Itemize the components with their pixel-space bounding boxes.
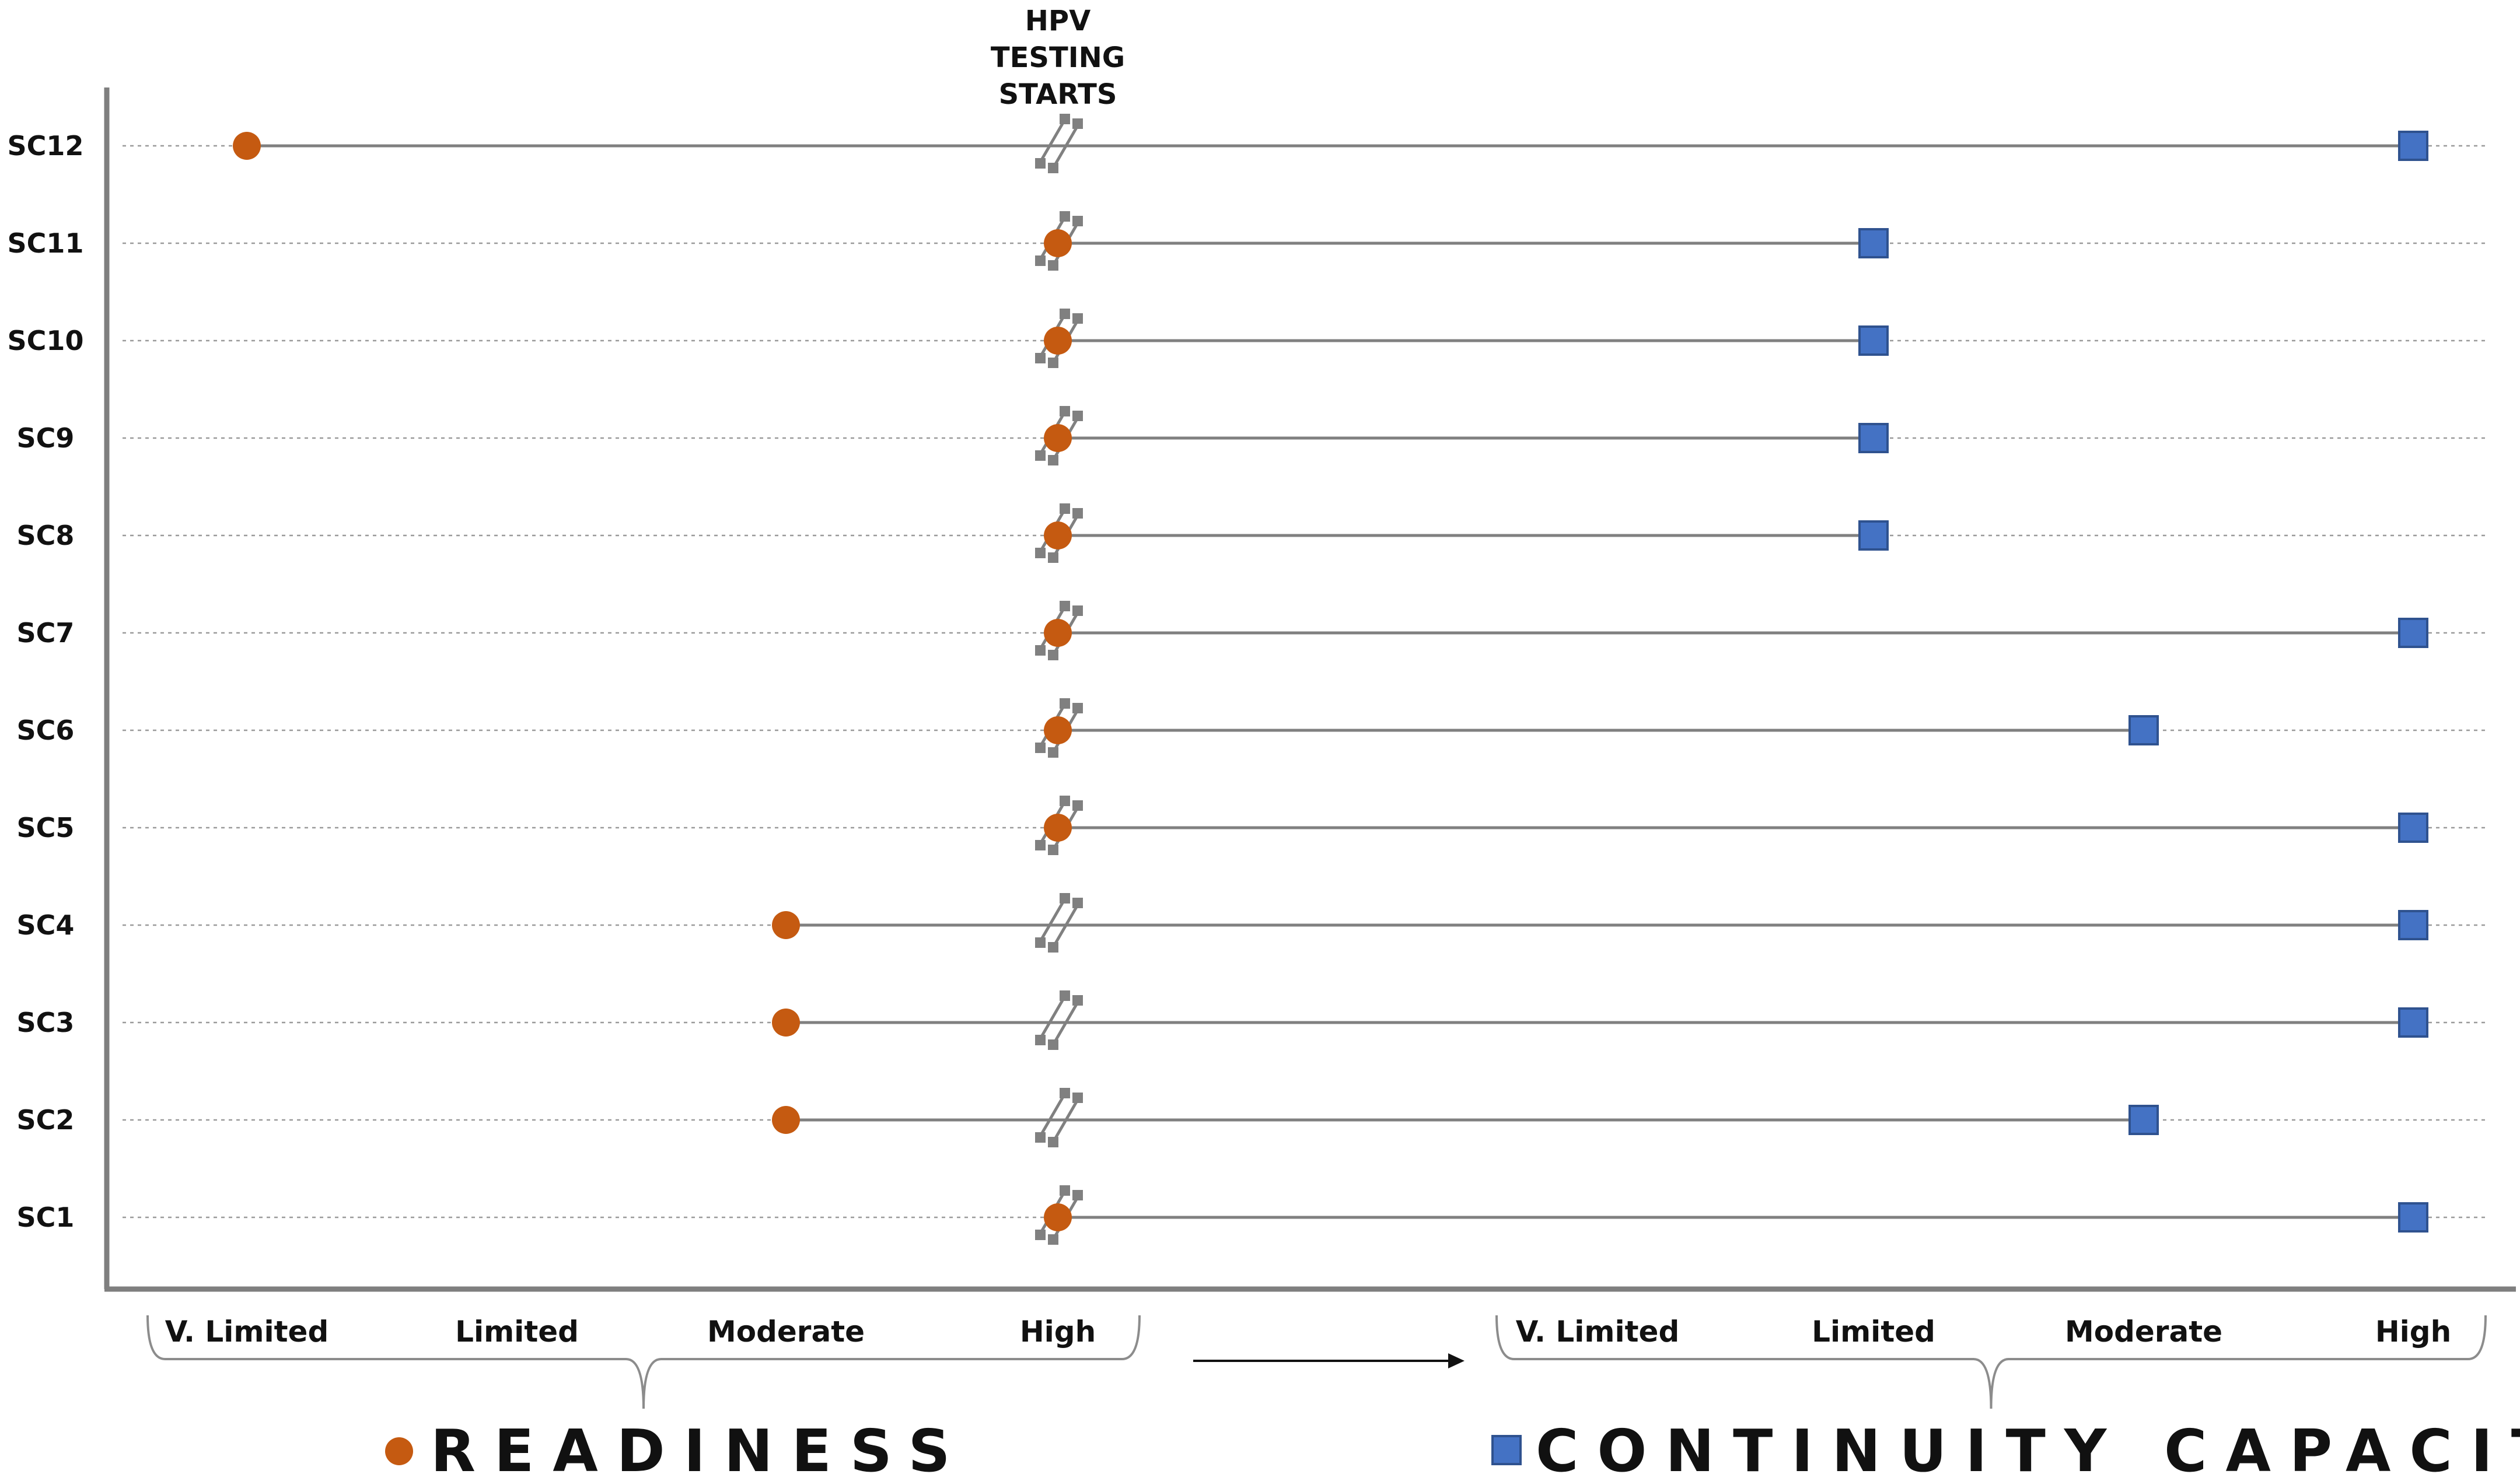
readiness-point xyxy=(1044,424,1072,452)
continuity-point xyxy=(2398,1202,2428,1233)
legend-readiness-label: READINESS xyxy=(431,1417,969,1474)
axis-break-marker xyxy=(1035,1088,1083,1147)
row-label: SC6 xyxy=(17,715,75,746)
continuity-point xyxy=(1858,520,1889,551)
continuity-tick-label: Limited xyxy=(1812,1315,1935,1349)
row-label: SC3 xyxy=(17,1007,75,1038)
legend-continuity-label: CONTINUITY CAPACITY xyxy=(1536,1417,2520,1474)
legend-continuity-marker xyxy=(1491,1435,1522,1465)
continuity-point xyxy=(2398,131,2428,161)
readiness-point xyxy=(233,132,261,160)
readiness-point xyxy=(772,1009,800,1037)
row-label: SC8 xyxy=(17,520,75,551)
continuity-tick-label: High xyxy=(2375,1315,2451,1349)
readiness-point xyxy=(1044,619,1072,647)
data-markers xyxy=(233,131,2428,1233)
row-label: SC2 xyxy=(17,1104,75,1136)
row-label: SC9 xyxy=(17,422,75,454)
continuity-tick-label: V. Limited xyxy=(1516,1315,1680,1349)
hpv-label-line-2: TESTING xyxy=(991,41,1125,74)
continuity-point xyxy=(2398,910,2428,940)
readiness-tick-label: V. Limited xyxy=(165,1315,329,1349)
hpv-break-markers xyxy=(1035,114,1083,1245)
continuity-point xyxy=(1858,228,1889,258)
hpv-label-line-3: STARTS xyxy=(999,78,1117,111)
axis-break-marker xyxy=(1035,893,1083,953)
readiness-point xyxy=(1044,814,1072,842)
readiness-tick-label: High xyxy=(1020,1315,1096,1349)
readiness-bracket xyxy=(146,1315,1141,1409)
row-label: SC1 xyxy=(17,1202,75,1233)
readiness-point xyxy=(1044,229,1072,257)
continuity-point xyxy=(2128,715,2159,745)
axis-break-marker xyxy=(1035,114,1083,173)
continuity-point xyxy=(1858,325,1889,356)
row-label: SC7 xyxy=(17,617,75,649)
readiness-point xyxy=(1044,327,1072,355)
hpv-label-line-1: HPV xyxy=(1025,5,1091,37)
axis-break-marker xyxy=(1035,990,1083,1050)
category-brackets xyxy=(146,1315,2487,1409)
row-label: SC10 xyxy=(8,325,84,356)
continuity-bracket xyxy=(1495,1315,2487,1409)
flow-arrow-head xyxy=(1448,1353,1465,1368)
gridlines xyxy=(123,145,2488,1219)
readiness-tick-label: Limited xyxy=(455,1315,579,1349)
continuity-tick-label: Moderate xyxy=(2065,1315,2222,1349)
axes xyxy=(104,87,2516,1292)
continuity-point xyxy=(2128,1105,2159,1135)
readiness-point xyxy=(772,911,800,939)
readiness-point xyxy=(772,1106,800,1134)
row-labels: SC12 SC11 SC10 SC9 SC8 SC7 SC6 SC5 SC4 SC3 SC2 SC1 xyxy=(8,130,84,1233)
continuity-point xyxy=(2398,1007,2428,1038)
continuity-point xyxy=(2398,813,2428,843)
readiness-point xyxy=(1044,1203,1072,1231)
continuity-point xyxy=(1858,423,1889,453)
row-label: SC5 xyxy=(17,812,75,843)
readiness-point xyxy=(1044,716,1072,744)
axis-tick-labels: V. Limited Limited Moderate High V. Limited L… xyxy=(165,1315,2451,1349)
row-label: SC4 xyxy=(17,909,75,941)
row-label: SC12 xyxy=(8,130,84,162)
readiness-tick-label: Moderate xyxy=(707,1315,865,1349)
connector-lines xyxy=(247,144,2413,1219)
readiness-point xyxy=(1044,521,1072,549)
continuity-point xyxy=(2398,618,2428,648)
row-label: SC11 xyxy=(8,227,84,259)
legend-readiness-marker xyxy=(385,1437,413,1465)
